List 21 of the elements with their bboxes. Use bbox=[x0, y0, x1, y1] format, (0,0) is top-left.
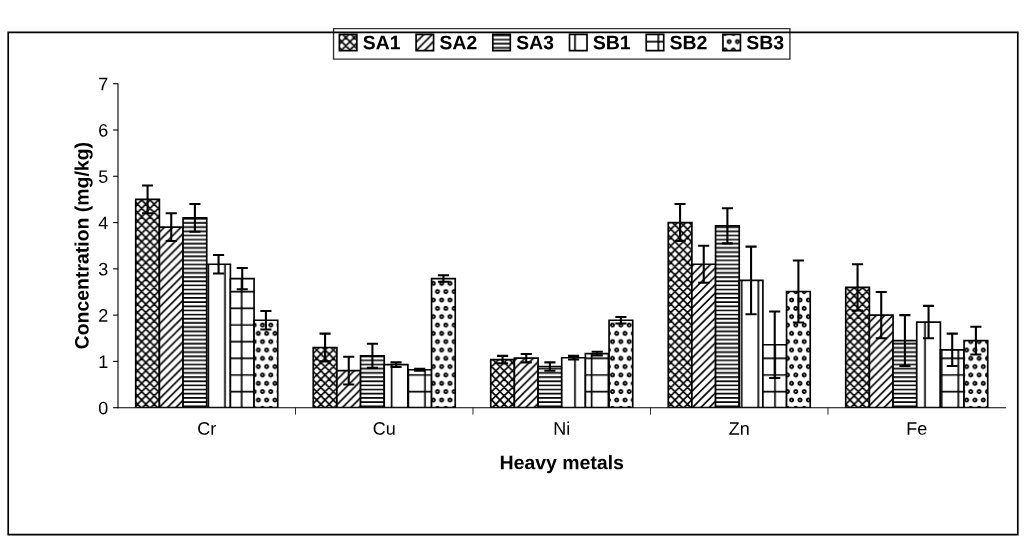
x-tick-label: Zn bbox=[729, 422, 749, 435]
y-axis-title: Concentration (mg/kg) bbox=[74, 142, 93, 349]
legend-label: SA3 bbox=[516, 35, 554, 50]
y-tick-label: 7 bbox=[99, 77, 108, 91]
legend-label: SB2 bbox=[670, 35, 707, 50]
y-tick-label: 4 bbox=[98, 216, 108, 230]
x-tick-label: Cu bbox=[373, 422, 395, 435]
y-tick-label: 5 bbox=[98, 170, 108, 183]
x-axis-title: Heavy metals bbox=[500, 455, 624, 474]
y-tick-label: 2 bbox=[99, 309, 108, 322]
legend-label: SB3 bbox=[746, 35, 784, 50]
y-tick-label: 3 bbox=[98, 262, 108, 276]
legend-label: SA2 bbox=[439, 35, 477, 50]
legend-label: SA1 bbox=[363, 35, 400, 50]
x-tick-label: Cr bbox=[198, 422, 216, 435]
y-tick-label: 6 bbox=[99, 123, 108, 137]
x-tick-label: Ni bbox=[554, 421, 570, 435]
y-tick-label: 0 bbox=[98, 401, 108, 415]
x-tick-label: Fe bbox=[907, 422, 927, 435]
y-tick-label: 1 bbox=[99, 355, 108, 368]
legend-label: SB1 bbox=[593, 35, 631, 50]
